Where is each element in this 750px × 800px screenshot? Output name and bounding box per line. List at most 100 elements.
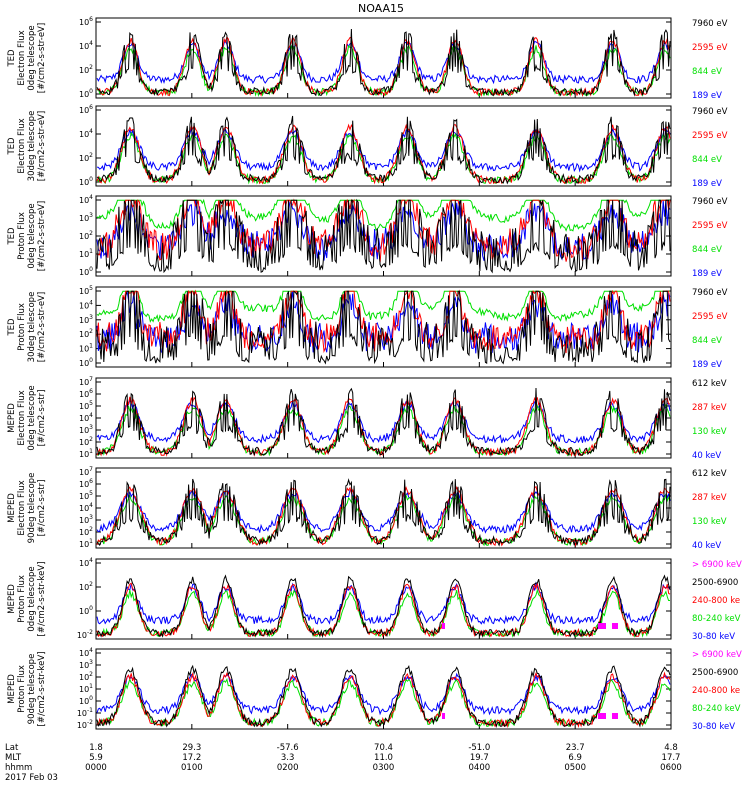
y-tick-exponent: 0 <box>89 88 93 95</box>
footer-tick-hhmm: 0300 <box>373 763 395 773</box>
y-tick-label: 103 <box>79 314 93 325</box>
footer-tick-mlt: 17.2 <box>182 753 201 763</box>
y-axis-label-line: Proton Flux <box>17 665 27 713</box>
y-axis-label-line: 0deg telescope <box>27 566 37 631</box>
panel-7: 104 102 100 10-2 MEPED Proton Flux 0deg telesc… <box>7 557 742 642</box>
footer-tick-mlt: 6.9 <box>568 753 582 763</box>
y-tick-exponent: -1 <box>87 707 93 714</box>
legend-entry: 2500-6900 <box>692 668 738 678</box>
footer-row-label: 2017 Feb 03 <box>5 773 58 783</box>
y-tick-label: 103 <box>79 212 93 223</box>
series-line-844-ev <box>96 44 671 98</box>
y-tick-label: 104 <box>79 412 93 423</box>
y-axis-label-line: MEPED <box>7 584 17 614</box>
y-tick-label: 101 <box>79 538 93 549</box>
y-tick-label: 106 <box>79 104 93 115</box>
y-tick-exponent: 5 <box>89 285 93 292</box>
y-axis-label-line: Electron Flux <box>17 390 27 445</box>
footer-tick-lat: 29.3 <box>182 743 201 753</box>
legend-entry: 40 keV <box>692 541 721 551</box>
y-tick-exponent: 3 <box>89 424 93 431</box>
footer-row-label: Lat <box>5 743 19 753</box>
legend-entry: 844 eV <box>692 336 722 346</box>
footer-tick-hhmm: 0200 <box>277 763 299 773</box>
panel-2: 106 104 102 100 TED Electron Flux 30deg telesc… <box>7 104 728 189</box>
footer-tick-hhmm: 0000 <box>85 763 107 773</box>
y-tick-label: 102 <box>79 64 93 75</box>
series-mark-gt-6900-kev <box>442 713 445 719</box>
series-line-7960-ev <box>96 290 671 365</box>
y-tick-label: 100 <box>79 88 93 99</box>
legend-entry: 2595 eV <box>692 312 728 322</box>
footer-tick-lat: 70.4 <box>374 743 393 753</box>
series-mark-gt-6900-kev <box>598 713 606 719</box>
footer-tick-hhmm: 0400 <box>469 763 491 773</box>
y-tick-label: 100 <box>79 176 93 187</box>
series-line-612-kev <box>96 478 671 547</box>
series-line-240-800-ke <box>96 582 671 638</box>
y-axis-label-line: 90deg telescope <box>27 654 37 725</box>
series-mark-gt-6900-kev <box>598 623 606 629</box>
y-tick-exponent: 1 <box>89 538 93 545</box>
y-tick-label: 104 <box>79 647 93 658</box>
y-tick-exponent: 6 <box>89 478 93 485</box>
y-axis-label-line: MEPED <box>7 493 17 523</box>
series-line-2500-6900 <box>96 574 671 639</box>
y-tick-label: 103 <box>79 514 93 525</box>
y-tick-exponent: 0 <box>89 605 93 612</box>
y-axis-label-line: Electron Flux <box>17 30 27 85</box>
legend-entry: 2595 eV <box>692 131 728 141</box>
legend-entry: 80-240 keV <box>692 614 741 624</box>
y-tick-exponent: 1 <box>89 248 93 255</box>
footer-tick-hhmm: 0600 <box>660 763 682 773</box>
y-axis-label-line: TED <box>7 49 17 68</box>
legend-entry: 240-800 ke <box>692 686 740 696</box>
y-tick-label: 101 <box>79 448 93 459</box>
y-tick-label: 100 <box>79 605 93 616</box>
y-axis-label-line: 90deg telescope <box>27 473 37 544</box>
y-tick-exponent: 7 <box>89 466 93 473</box>
y-axis-label-line: Electron Flux <box>17 118 27 173</box>
y-tick-label: 104 <box>79 502 93 513</box>
y-tick-exponent: 5 <box>89 490 93 497</box>
legend-entry: 844 eV <box>692 155 722 165</box>
y-tick-exponent: 4 <box>89 194 93 201</box>
y-tick-label: 103 <box>79 424 93 435</box>
y-axis-label-line: [#/cm2-s-str-keV] <box>37 652 47 727</box>
y-tick-label: 105 <box>79 490 93 501</box>
y-axis-label-line: [#/cm2-s-str-eV] <box>37 201 47 271</box>
footer-tick-lat: 1.8 <box>89 743 103 753</box>
y-tick-exponent: 1 <box>89 448 93 455</box>
y-tick-exponent: 2 <box>89 671 93 678</box>
series-line-30-80-kev <box>96 672 671 716</box>
y-tick-exponent: 0 <box>89 266 93 273</box>
legend-entry: 130 keV <box>692 427 727 437</box>
legend-entry: 2595 eV <box>692 221 728 231</box>
y-tick-exponent: 5 <box>89 400 93 407</box>
y-tick-label: 102 <box>79 230 93 241</box>
footer-tick-mlt: 17.7 <box>662 753 681 763</box>
series-line-7960-ev <box>96 28 671 97</box>
footer-tick-mlt: 5.9 <box>89 753 103 763</box>
panel-1: 106 104 102 100 TED Electron Flux 0deg telesco… <box>7 16 728 101</box>
legend-entry: 7960 eV <box>692 107 728 117</box>
y-tick-label: 10-2 <box>77 629 93 640</box>
panel-frame <box>95 558 672 640</box>
legend-entry: 287 keV <box>692 403 727 413</box>
y-tick-label: 102 <box>79 328 93 339</box>
y-tick-label: 104 <box>79 128 93 139</box>
legend-entry: 7960 eV <box>692 288 728 298</box>
y-axis-label-line: Proton Flux <box>17 212 27 260</box>
y-axis-label-line: [#/cm2-s-str] <box>37 390 47 447</box>
y-tick-exponent: 2 <box>89 328 93 335</box>
footer-tick-lat: 23.7 <box>566 743 585 753</box>
y-axis-label-line: 0deg telescope <box>27 203 37 268</box>
panel-frame <box>95 648 672 730</box>
y-tick-label: 107 <box>79 466 93 477</box>
y-tick-exponent: 6 <box>89 388 93 395</box>
y-tick-exponent: 0 <box>89 695 93 702</box>
y-tick-label: 104 <box>79 194 93 205</box>
